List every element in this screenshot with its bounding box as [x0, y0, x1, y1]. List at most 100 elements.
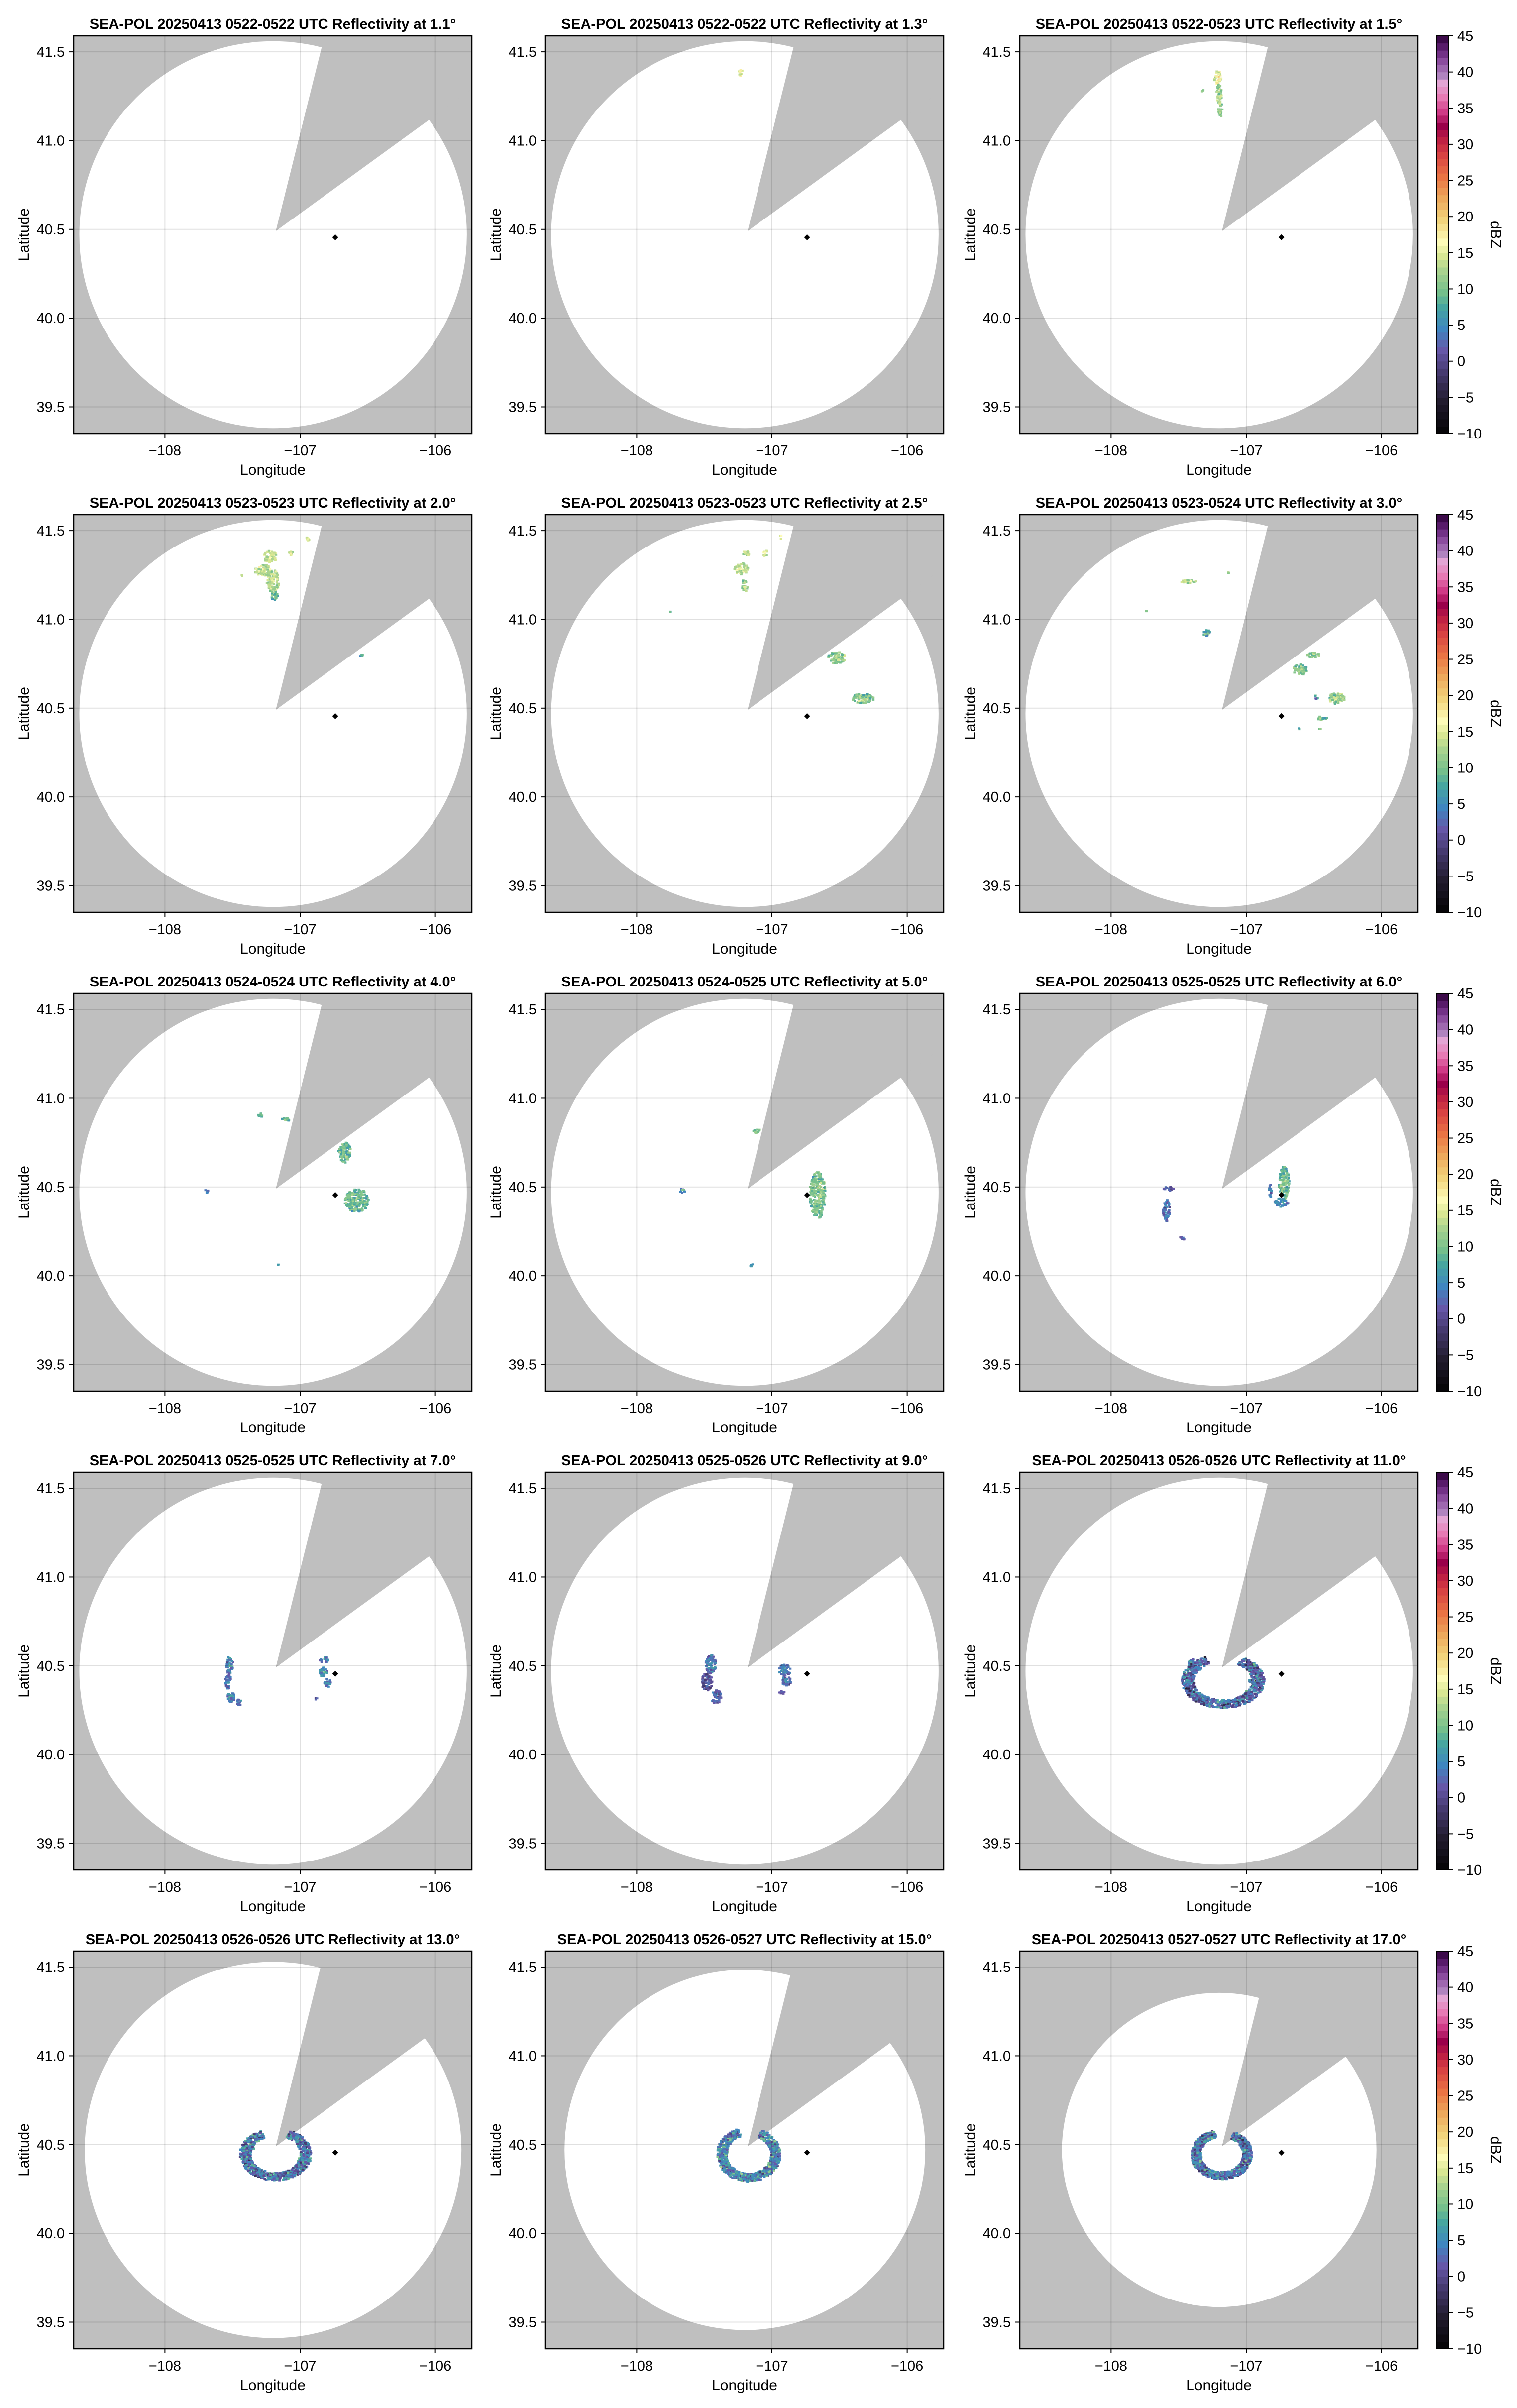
echo-gate: [856, 696, 859, 698]
echo-gate: [1255, 1695, 1258, 1697]
echo-gate: [1207, 632, 1210, 635]
echo-gate: [350, 1206, 353, 1208]
colorbar-tick-label: 40: [1457, 544, 1473, 559]
y-tick-label: 41.0: [37, 133, 65, 149]
echo-gate: [226, 1695, 229, 1698]
colorbar-bin: [1436, 579, 1448, 587]
y-tick-label: 39.5: [37, 1836, 65, 1852]
echo-gate: [855, 694, 858, 697]
echo-gate: [226, 1686, 229, 1688]
echo-gate: [232, 1692, 235, 1695]
echo-gate: [1164, 1216, 1167, 1219]
echo-gate: [270, 573, 273, 576]
echo-gate: [242, 2160, 245, 2163]
echo-gate: [1260, 1670, 1263, 1672]
blocked-sector: [748, 36, 944, 231]
echo-gate: [1339, 693, 1342, 695]
x-tick-label: −107: [1230, 1879, 1262, 1895]
echo-gate: [827, 655, 830, 657]
echo-gate: [249, 2143, 252, 2145]
echo-gate: [704, 1687, 707, 1689]
echo-gate: [1205, 634, 1208, 636]
echo-gate: [819, 1200, 822, 1203]
echo-gate: [328, 1679, 331, 1682]
echo-gate: [268, 569, 271, 571]
echo-gate: [244, 2153, 247, 2156]
echo-gate: [339, 1146, 342, 1148]
colorbar-bin: [1436, 1116, 1448, 1124]
colorbar-tick-label: 10: [1457, 1718, 1473, 1734]
y-axis-label: Latitude: [16, 687, 32, 740]
colorbar-bin: [1436, 1494, 1448, 1502]
echo-gate: [1189, 1677, 1192, 1680]
colorbar-label: dBZ: [1487, 700, 1504, 727]
echo-gate: [1283, 1177, 1286, 1180]
echo-gate: [1268, 1188, 1271, 1191]
echo-gate: [861, 699, 864, 702]
echo-gate: [269, 552, 272, 554]
echo-gate: [1287, 1174, 1290, 1176]
echo-gate: [734, 566, 737, 569]
site-marker-diamond: [1278, 1670, 1285, 1677]
echo-gate: [1165, 1215, 1168, 1217]
echo-gate: [348, 1205, 351, 1208]
echo-gate: [1217, 73, 1220, 75]
echo-gate: [1186, 1686, 1189, 1688]
echo-gate: [1199, 1698, 1202, 1700]
echo-gate: [1187, 1677, 1190, 1679]
echo-gate: [814, 1199, 817, 1202]
colorbar-bin: [1436, 1131, 1448, 1139]
echo-gate: [1249, 1686, 1252, 1688]
echo-gate: [1243, 1660, 1246, 1662]
echo-gate: [823, 1193, 826, 1195]
echo-gate: [291, 2176, 294, 2178]
colorbar-bin: [1436, 782, 1448, 790]
axes-frame: [73, 514, 473, 913]
x-axis-label: Longitude: [240, 1898, 306, 1915]
echo-gate: [1323, 717, 1326, 720]
echo-gate: [785, 1670, 788, 1672]
echo-gate: [1278, 1202, 1281, 1204]
echo-gate: [277, 1264, 279, 1266]
echo-gate: [1281, 1168, 1284, 1171]
blocked-sector: [276, 1472, 472, 1668]
echo-gate: [270, 572, 273, 574]
echo-gate: [1238, 1704, 1241, 1707]
echo-gate: [241, 575, 243, 577]
echo-gate: [1190, 1661, 1192, 1664]
echo-gate: [303, 2147, 306, 2149]
y-axis-label: Latitude: [16, 1166, 32, 1219]
echo-gate: [270, 577, 273, 580]
echo-gate: [232, 1697, 235, 1699]
echo-gate: [1193, 1675, 1196, 1678]
colorbar-bin: [1436, 883, 1448, 891]
echo-gate: [763, 551, 766, 554]
colorbar-tick-label: 0: [1457, 1312, 1465, 1327]
colorbar-bin: [1436, 1783, 1448, 1791]
echo-gate: [1241, 1700, 1244, 1702]
colorbar-bin: [1436, 804, 1448, 812]
echo-gate: [816, 1183, 819, 1186]
echo-gate: [1280, 1185, 1283, 1188]
echo-gate: [357, 1188, 360, 1191]
echo-gate: [252, 2147, 255, 2149]
echo-gate: [836, 652, 838, 655]
echo-gate: [754, 1131, 757, 1133]
echo-gate: [1220, 89, 1223, 92]
echo-gate: [1300, 670, 1303, 673]
echo-gate: [708, 1680, 711, 1682]
echo-gate: [260, 2176, 263, 2178]
echo-gate: [714, 1696, 717, 1698]
echo-gate: [818, 1198, 821, 1201]
echo-gate: [273, 574, 276, 577]
y-axis-label: Latitude: [488, 1166, 504, 1219]
x-tick-label: −107: [1230, 443, 1262, 459]
x-tick-label: −107: [756, 922, 788, 938]
echo-gate: [1212, 1706, 1215, 1708]
echo-gate: [821, 1208, 824, 1211]
echo-gate: [1219, 1707, 1222, 1709]
echo-gate: [1249, 1692, 1252, 1695]
echo-gate: [250, 2137, 253, 2139]
echo-gate: [289, 2138, 292, 2140]
echo-gate: [1200, 1657, 1203, 1660]
